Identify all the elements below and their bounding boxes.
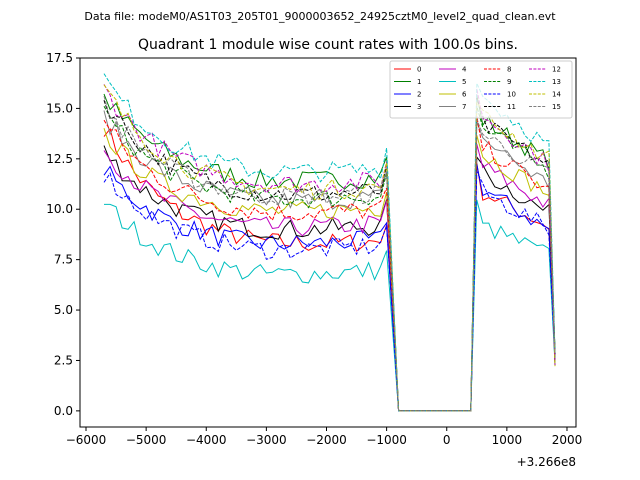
series-line-4 bbox=[103, 143, 556, 412]
x-tick-label: −3000 bbox=[246, 433, 287, 447]
series-line-13 bbox=[103, 73, 556, 412]
x-tick-label: 2000 bbox=[552, 433, 583, 447]
legend-label-3: 3 bbox=[417, 103, 421, 111]
y-tick-label: 0.0 bbox=[54, 404, 73, 418]
series-line-8 bbox=[103, 116, 556, 412]
legend-label-11: 11 bbox=[507, 103, 516, 111]
y-tick-label: 17.5 bbox=[46, 51, 73, 65]
legend-label-4: 4 bbox=[462, 66, 467, 74]
x-tick-label: −2000 bbox=[306, 433, 347, 447]
x-tick-label: −4000 bbox=[186, 433, 227, 447]
plot-area bbox=[80, 58, 576, 427]
series-line-15 bbox=[103, 95, 556, 412]
y-tick-label: 5.0 bbox=[54, 303, 73, 317]
series-line-14 bbox=[103, 84, 556, 412]
legend-label-10: 10 bbox=[507, 91, 516, 99]
series-line-10 bbox=[103, 171, 556, 412]
legend-label-14: 14 bbox=[552, 91, 561, 99]
y-tick-label: 2.5 bbox=[54, 353, 73, 367]
series-line-12 bbox=[103, 84, 556, 412]
y-tick-label: 10.0 bbox=[46, 202, 73, 216]
chart-title: Quadrant 1 module wise count rates with … bbox=[138, 37, 518, 53]
series-line-2 bbox=[103, 164, 556, 412]
y-tick-label: 15.0 bbox=[46, 101, 73, 115]
y-tick-label: 12.5 bbox=[46, 152, 73, 166]
series-line-3 bbox=[103, 145, 556, 412]
x-tick-label: −5000 bbox=[126, 433, 167, 447]
x-tick-label: −1000 bbox=[366, 433, 407, 447]
x-tick-label: 1000 bbox=[492, 433, 523, 447]
series-line-5 bbox=[104, 199, 556, 412]
legend-label-5: 5 bbox=[462, 78, 466, 86]
series-line-1 bbox=[103, 93, 556, 412]
series-line-9 bbox=[103, 105, 556, 412]
y-tick-label: 7.5 bbox=[54, 253, 73, 267]
series-line-11 bbox=[103, 97, 556, 412]
axes-layer: −6000 −5000 −4000 −3000 −2000 −1000 0 1000 2000 0… bbox=[46, 51, 582, 447]
legend-label-12: 12 bbox=[552, 66, 561, 74]
legend-label-9: 9 bbox=[507, 78, 511, 86]
legend-label-1: 1 bbox=[417, 78, 421, 86]
x-tick-label: −6000 bbox=[66, 433, 107, 447]
series-line-6 bbox=[103, 128, 556, 412]
x-tick-label: 0 bbox=[443, 433, 451, 447]
series-layer bbox=[103, 73, 556, 412]
legend-label-13: 13 bbox=[552, 78, 561, 86]
x-offset-label: +3.266e8 bbox=[517, 455, 576, 469]
legend-label-7: 7 bbox=[462, 103, 466, 111]
axes-frame bbox=[79, 57, 577, 428]
legend-label-8: 8 bbox=[507, 66, 511, 74]
legend-box bbox=[389, 60, 573, 119]
legend-label-6: 6 bbox=[462, 91, 467, 99]
legend-label-15: 15 bbox=[552, 103, 561, 111]
legend-label-2: 2 bbox=[417, 91, 421, 99]
legend-label-0: 0 bbox=[417, 66, 421, 74]
suptitle: Data file: modeM0/AS1T03_205T01_90000036… bbox=[84, 10, 556, 23]
